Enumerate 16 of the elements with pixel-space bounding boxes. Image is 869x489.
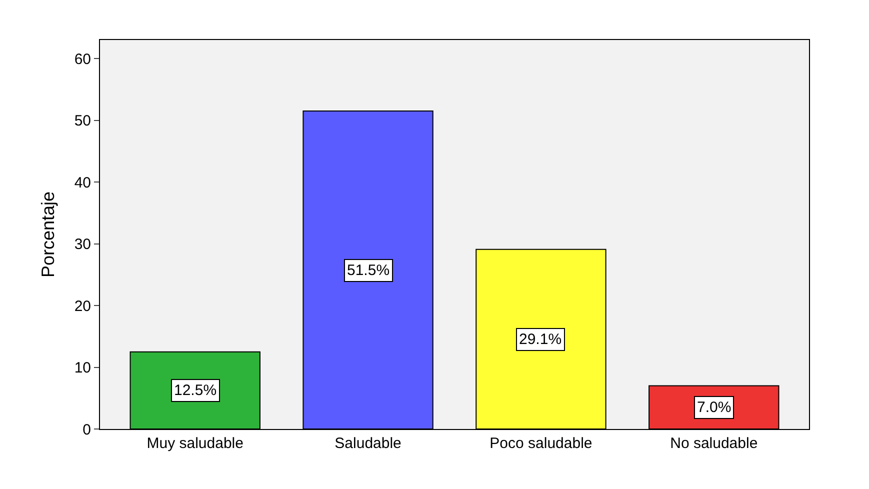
y-tick-label: 0 bbox=[82, 421, 91, 438]
data-label: 7.0% bbox=[697, 399, 732, 416]
x-tick-label: No saludable bbox=[670, 435, 758, 452]
y-tick-label: 10 bbox=[74, 360, 91, 376]
y-tick-label: 60 bbox=[74, 50, 91, 68]
y-tick-label: 20 bbox=[74, 298, 91, 315]
data-label: 51.5% bbox=[347, 262, 390, 279]
y-tick-label: 40 bbox=[74, 174, 91, 192]
x-tick-label: Saludable bbox=[334, 435, 402, 452]
x-tick-label: Muy saludable bbox=[146, 435, 244, 452]
data-label: 29.1% bbox=[519, 331, 562, 348]
y-tick-label: 30 bbox=[74, 236, 91, 254]
y-axis-title: Porcentaje bbox=[38, 191, 58, 278]
data-label: 12.5% bbox=[174, 382, 217, 399]
x-tick-label: Poco saludable bbox=[490, 435, 592, 452]
y-tick-label: 50 bbox=[74, 112, 91, 130]
